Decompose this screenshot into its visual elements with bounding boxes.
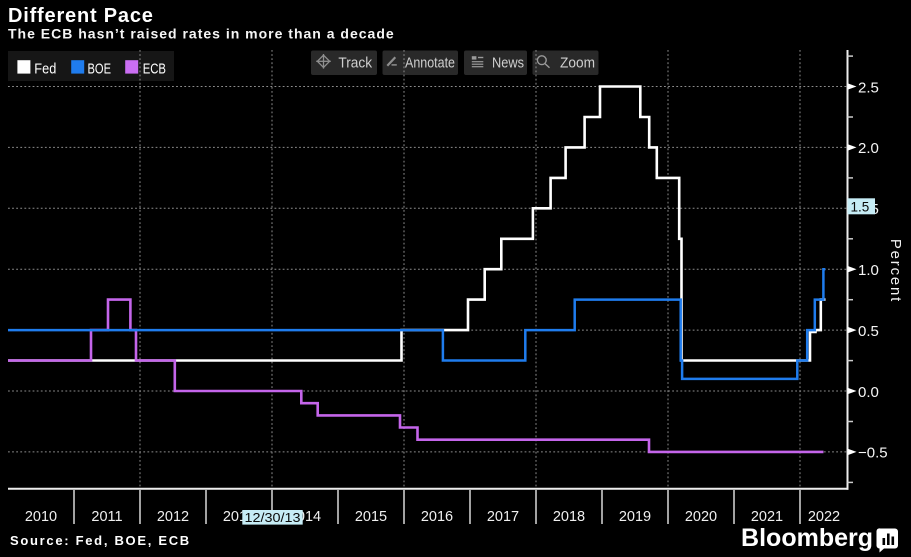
svg-text:2018: 2018 (553, 509, 585, 525)
svg-text:Bloomberg: Bloomberg (741, 524, 873, 552)
svg-text:1.5: 1.5 (851, 199, 870, 214)
svg-text:Percent: Percent (887, 239, 904, 303)
svg-text:0.5: 0.5 (858, 323, 879, 340)
svg-text:−0.5: −0.5 (858, 445, 888, 462)
svg-text:Zoom: Zoom (560, 55, 595, 71)
svg-text:2.5: 2.5 (858, 79, 879, 96)
svg-text:2021: 2021 (751, 509, 783, 525)
svg-text:2.0: 2.0 (858, 140, 879, 157)
svg-text:BOE: BOE (88, 61, 112, 77)
svg-text:The ECB hasn’t raised rates in: The ECB hasn’t raised rates in more than… (8, 26, 395, 42)
svg-text:Source: Fed, BOE, ECB: Source: Fed, BOE, ECB (10, 533, 191, 548)
svg-text:Different Pace: Different Pace (8, 5, 154, 27)
svg-text:2022: 2022 (808, 509, 840, 525)
svg-text:News: News (492, 55, 524, 71)
svg-text:0.0: 0.0 (858, 384, 879, 401)
svg-text:ECB: ECB (143, 61, 166, 77)
svg-text:2010: 2010 (25, 509, 57, 525)
svg-text:Track: Track (338, 55, 372, 71)
svg-text:2015: 2015 (355, 509, 387, 525)
svg-text:1.0: 1.0 (858, 262, 879, 279)
svg-text:Annotate: Annotate (405, 55, 455, 71)
svg-text:2012: 2012 (157, 509, 189, 525)
svg-text:2017: 2017 (487, 509, 519, 525)
svg-text:2011: 2011 (91, 509, 122, 525)
svg-text:2020: 2020 (685, 509, 717, 525)
svg-text:12/30/13: 12/30/13 (245, 510, 301, 525)
svg-text:2016: 2016 (421, 509, 453, 525)
svg-text:Fed: Fed (34, 61, 56, 77)
svg-text:2019: 2019 (619, 509, 651, 525)
